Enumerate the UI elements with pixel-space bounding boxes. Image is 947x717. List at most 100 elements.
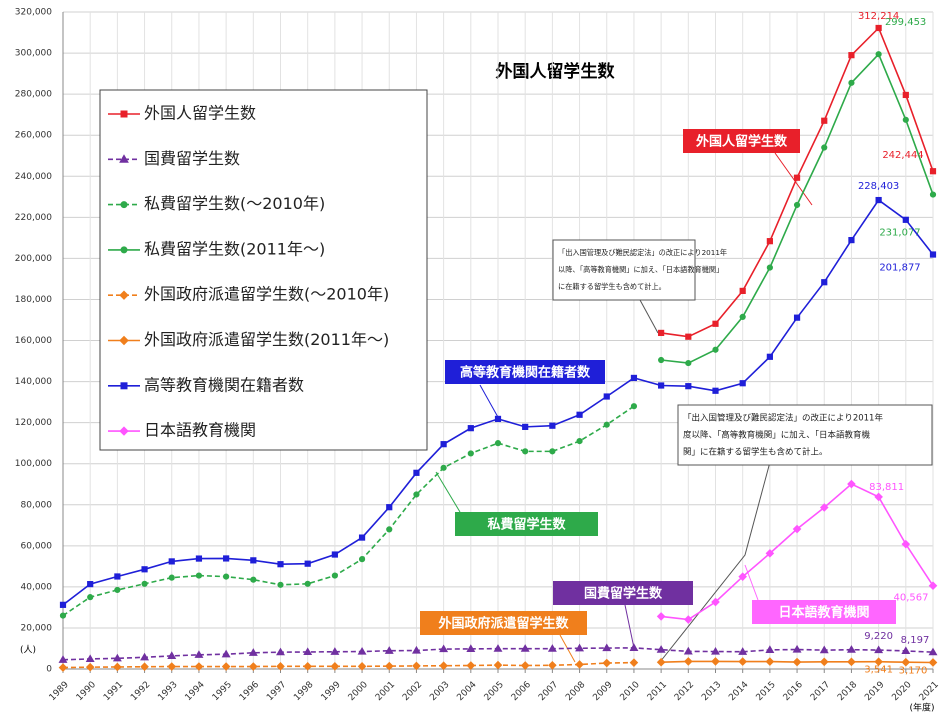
point xyxy=(358,556,366,563)
note-leader xyxy=(659,461,771,663)
legend-label: 外国人留学生数 xyxy=(144,104,256,123)
point xyxy=(413,469,420,476)
point xyxy=(549,422,556,429)
point xyxy=(712,320,719,327)
x-tick-label: 2020 xyxy=(890,680,913,703)
point xyxy=(140,662,149,672)
point xyxy=(141,580,148,587)
point xyxy=(656,657,666,667)
point xyxy=(711,646,720,655)
point xyxy=(304,580,311,587)
point xyxy=(603,393,610,400)
point xyxy=(658,356,665,364)
point xyxy=(87,581,94,588)
point xyxy=(821,144,828,151)
point xyxy=(792,657,802,667)
point xyxy=(929,191,937,198)
x-tick-label: 1999 xyxy=(319,680,342,703)
callout-label: 私費留学生数 xyxy=(487,517,566,533)
point xyxy=(847,657,856,667)
note-text: 度以降、「高等教育機関」に加え、「日本語教育機 xyxy=(683,430,871,441)
point xyxy=(739,380,746,387)
point xyxy=(629,658,639,667)
point xyxy=(819,657,829,667)
point xyxy=(658,382,665,389)
point xyxy=(685,333,692,340)
y-tick-label: 0 xyxy=(46,665,52,675)
point xyxy=(765,549,775,558)
y-tick-label: 80,000 xyxy=(21,500,53,510)
y-tick-label: 120,000 xyxy=(15,418,52,428)
point xyxy=(575,660,584,669)
point xyxy=(114,573,121,580)
y-tick-label: 260,000 xyxy=(15,131,52,141)
legend-label: 日本語教育機関 xyxy=(144,421,256,440)
point xyxy=(630,374,638,382)
data-label: 40,567 xyxy=(894,593,929,604)
point xyxy=(683,646,693,655)
legend-label: 高等教育機関在籍者数 xyxy=(144,375,304,394)
point xyxy=(59,601,67,608)
point xyxy=(739,313,746,320)
series xyxy=(59,403,638,619)
point xyxy=(629,643,639,651)
point xyxy=(738,647,748,655)
x-tick-label: 2021 xyxy=(918,680,941,703)
x-tick-label: 1997 xyxy=(265,680,288,703)
point xyxy=(712,387,719,394)
point xyxy=(168,574,175,581)
point xyxy=(520,661,530,670)
point xyxy=(793,201,801,209)
callout-label: 外国政府派遣留学生数 xyxy=(437,616,569,632)
point xyxy=(522,448,529,455)
point xyxy=(439,661,448,671)
point xyxy=(658,329,665,337)
point xyxy=(821,117,828,124)
point xyxy=(685,359,692,367)
point xyxy=(304,560,311,567)
point xyxy=(386,526,393,533)
point xyxy=(250,576,257,583)
x-tick-label: 2005 xyxy=(483,680,506,703)
point xyxy=(522,423,529,430)
point xyxy=(386,504,393,511)
legend-label: 私費留学生数(2011年～) xyxy=(144,239,325,258)
note-text: 「出入国管理及び難民認定法」の改正により2011年 xyxy=(558,248,727,257)
point xyxy=(848,52,855,59)
callout-leader xyxy=(774,152,813,206)
y-unit: (人) xyxy=(20,645,36,656)
point xyxy=(119,290,129,300)
point xyxy=(330,647,340,655)
data-label: 3,170 xyxy=(899,665,928,676)
point xyxy=(846,645,856,653)
point xyxy=(58,663,68,672)
point xyxy=(875,24,882,32)
point xyxy=(113,662,122,672)
point xyxy=(928,658,938,667)
point xyxy=(303,647,313,656)
callout-box xyxy=(553,581,693,605)
point xyxy=(685,383,692,390)
point xyxy=(330,662,340,671)
callout-box xyxy=(420,611,587,635)
callout-label: 日本語教育機関 xyxy=(778,605,869,621)
point xyxy=(901,539,911,549)
point xyxy=(738,572,747,581)
point xyxy=(331,551,338,558)
note-text: に在籍する留学生も含めて計上。 xyxy=(558,282,666,291)
point xyxy=(547,644,557,652)
point xyxy=(221,662,231,671)
point xyxy=(114,586,121,594)
x-tick-label: 2002 xyxy=(401,680,424,703)
note-text: 「出入国管理及び難民認定法」の改正により2011年 xyxy=(683,413,883,424)
point xyxy=(195,555,203,562)
x-tick-label: 1996 xyxy=(238,680,261,703)
x-tick-label: 2018 xyxy=(836,680,859,703)
point xyxy=(902,91,909,99)
note-text: 以降、「高等教育機関」に加え、「日本語教育機関」 xyxy=(558,265,723,274)
series xyxy=(58,643,938,663)
data-label: 9,220 xyxy=(864,631,893,642)
point xyxy=(548,660,557,670)
